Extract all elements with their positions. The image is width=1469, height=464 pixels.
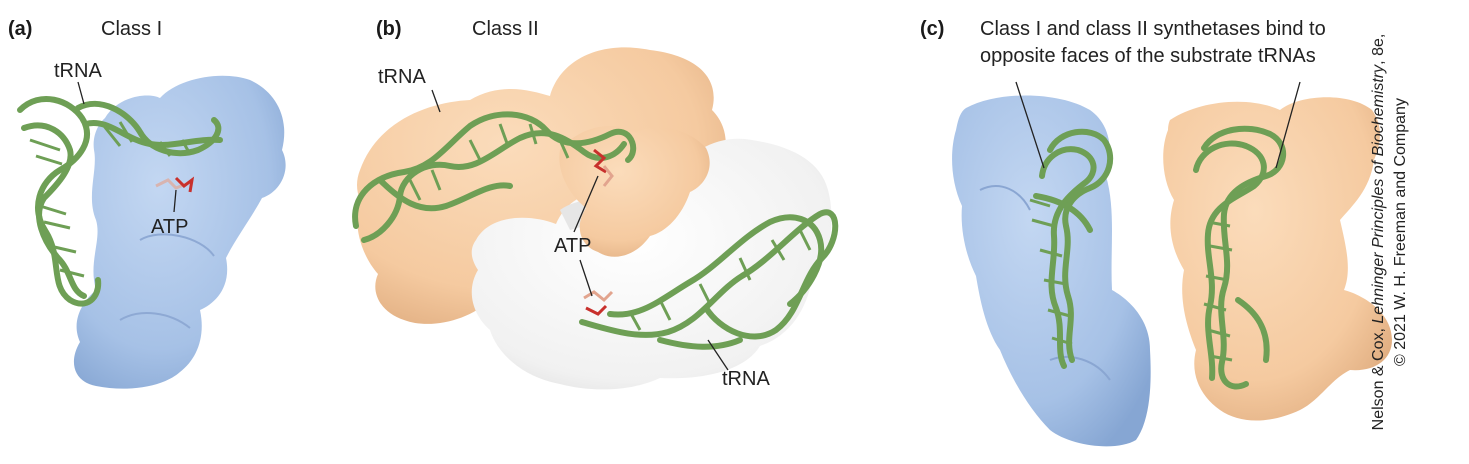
credit-edition: , 8e, bbox=[1370, 33, 1387, 65]
panel-a-trna-bases bbox=[29, 121, 192, 278]
panel-a-atp-label: ATP bbox=[151, 216, 189, 238]
panel-b-illustration bbox=[352, 47, 839, 390]
panel-c-letter: (c) bbox=[920, 18, 945, 40]
credit-line1: Nelson & Cox, Lehninger Principles of Bi… bbox=[1368, 17, 1390, 447]
panel-b-trna-lower bbox=[579, 209, 839, 350]
panel-c-illustration bbox=[952, 81, 1392, 447]
panel-a-trna-leader bbox=[77, 81, 85, 105]
panel-c-class1-trna bbox=[1033, 128, 1114, 369]
panel-a-illustration bbox=[17, 75, 286, 389]
panel-c-leader-class2 bbox=[1275, 81, 1301, 169]
panel-c-class1-trna-bases bbox=[1029, 198, 1073, 346]
panel-c-leader-class1 bbox=[1015, 81, 1045, 169]
panel-c-class2-surface bbox=[1163, 97, 1392, 421]
panel-c-caption: Class I and class II synthetases bind to… bbox=[980, 16, 1326, 70]
panel-b-atp-leader-up bbox=[573, 175, 599, 233]
panel-b-trna-label-top: tRNA bbox=[378, 66, 426, 88]
panel-b-atp-label: ATP bbox=[554, 235, 592, 257]
panel-c-class2-trna bbox=[1193, 125, 1287, 390]
panel-c-class1-ridge bbox=[979, 185, 1111, 381]
panel-b-trna-top-leader bbox=[431, 89, 441, 113]
class2-second-subunit-surface bbox=[471, 138, 832, 390]
panel-b-trna-bottom-leader bbox=[707, 339, 729, 371]
panel-c-class2-trna-bases bbox=[1203, 220, 1233, 362]
panel-c-caption-line1: Class I and class II synthetases bind to bbox=[980, 18, 1326, 40]
panel-a-atp-leader bbox=[173, 189, 177, 213]
class1-surface-ridge bbox=[119, 233, 215, 329]
panel-a-trna-label: tRNA bbox=[54, 60, 102, 82]
panel-a-trna bbox=[17, 95, 223, 307]
panel-b-trna-upper bbox=[352, 111, 637, 243]
credit-copyright: © 2021 W. H. Freeman and Company bbox=[1392, 98, 1409, 366]
panel-a-title: Class I bbox=[101, 18, 163, 40]
panel-b-trna-bases bbox=[408, 123, 812, 331]
credit-authors: Nelson & Cox, bbox=[1370, 323, 1387, 431]
panel-a-letter: (a) bbox=[8, 18, 33, 40]
panel-b-atp-molecules bbox=[583, 148, 614, 316]
panel-b-letter: (b) bbox=[376, 18, 402, 40]
panel-b-trna-label-bottom: tRNA bbox=[722, 368, 770, 390]
publisher-credit: Nelson & Cox, Lehninger Principles of Bi… bbox=[1368, 17, 1412, 447]
panel-b-atp-leader-down bbox=[579, 259, 593, 297]
panel-a-atp-molecule bbox=[155, 176, 195, 193]
panel-b-title: Class II bbox=[472, 18, 539, 40]
credit-book-title: Lehninger Principles of Biochemistry bbox=[1370, 64, 1387, 324]
panel-c-caption-line2: opposite faces of the substrate tRNAs bbox=[980, 45, 1316, 67]
class1-synthetase-surface bbox=[73, 75, 286, 389]
